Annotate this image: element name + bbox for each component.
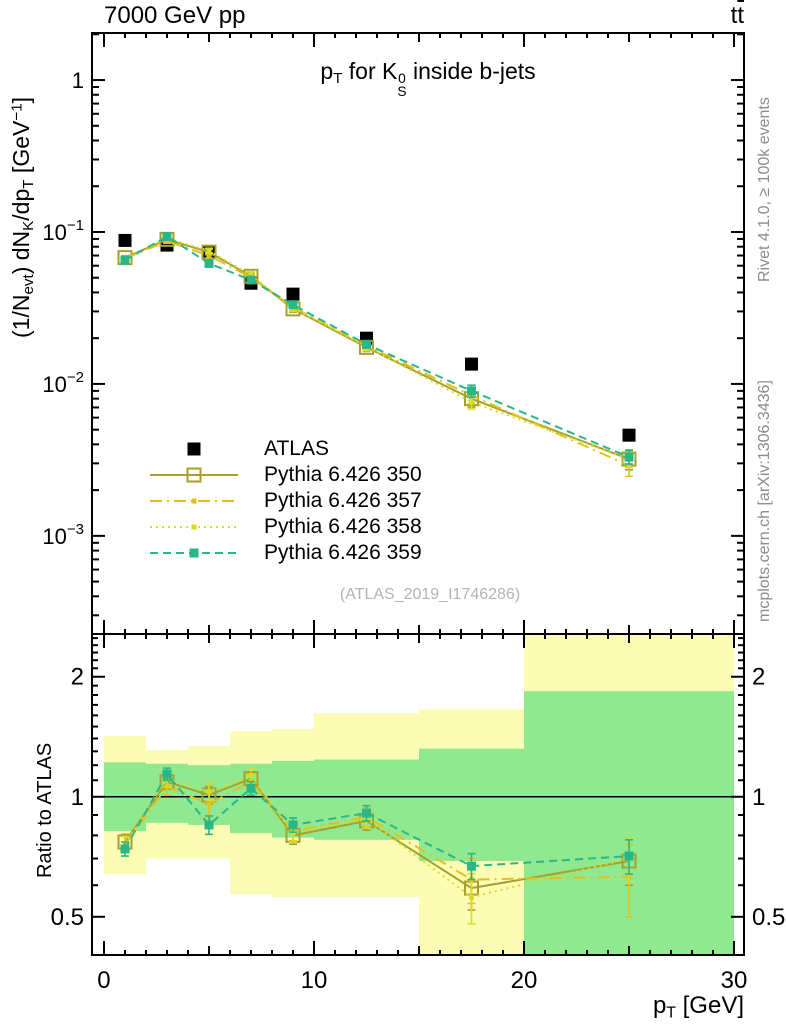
legend-item-pythia357: Pythia 6.426 357 [148, 488, 422, 514]
series-pythia359 [120, 231, 634, 881]
tick-label: 0.5 [752, 904, 785, 931]
tick-label: 1 [71, 784, 84, 811]
pythia357-marker [206, 801, 212, 807]
legend-label: ATLAS [264, 437, 329, 460]
tick-label: 10−3 [42, 521, 84, 549]
axis-ticks [92, 33, 744, 955]
legend-item-atlas: ATLAS [148, 436, 422, 462]
beam-energy-label: 7000 GeV pp [104, 2, 246, 29]
tick-label: 30 [721, 967, 748, 994]
pythia358-marker [206, 248, 212, 254]
pythia358-marker [248, 272, 254, 278]
tick-label: 20 [511, 967, 538, 994]
legend-item-pythia358: Pythia 6.426 358 [148, 514, 422, 540]
pythia359-marker [361, 339, 371, 349]
legend-label: Pythia 6.426 357 [264, 489, 422, 512]
pythia358-line-ratio [124, 774, 630, 899]
pythia358-marker [206, 789, 212, 795]
pythia357-legend-marker [150, 498, 238, 504]
pythia359-marker [466, 386, 476, 396]
pythia359-marker [120, 844, 130, 854]
pythia358-marker [468, 399, 474, 405]
rivet-version-label: Rivet 4.1.0, ≥ 100k events [756, 97, 773, 282]
pythia359-marker [466, 861, 476, 871]
pythia359-marker [624, 452, 634, 462]
pythia359-marker [120, 255, 130, 265]
atlas-marker [118, 233, 132, 247]
y-axis-label-ratio: Ratio to ATLAS [34, 742, 56, 878]
tick-label: 1 [752, 784, 765, 811]
tick-label: 10−2 [42, 369, 84, 397]
pythia358-legend-marker [150, 524, 238, 530]
series-atlas [118, 233, 636, 442]
pythia359-marker [624, 851, 634, 861]
atlas-marker [286, 287, 300, 301]
pythia359-marker [288, 300, 298, 310]
pythia359-marker [288, 820, 298, 830]
pythia357-marker [164, 238, 170, 244]
pythia357-marker [206, 252, 212, 258]
tick-label: 10−1 [42, 217, 84, 245]
atlas-legend-marker [187, 442, 201, 456]
pythia358-marker [468, 894, 474, 900]
legend-label: Pythia 6.426 359 [264, 541, 422, 564]
process-label: tt [730, 2, 744, 29]
tick-label: 0 [97, 967, 110, 994]
pythia359-line-main [124, 235, 630, 459]
y-axis-label-main: (1/Nevt) dNK/dpT [GeV−1] [8, 96, 38, 338]
legend-label: Pythia 6.426 350 [264, 463, 422, 486]
pythia357-line-main [124, 240, 630, 467]
atlas-marker [464, 357, 478, 371]
tick-labels: 0 10 20 30 1 10−1 10−2 10−3 0.5 0.5 1 1 2 2 [42, 68, 785, 994]
pythia359-marker [361, 808, 371, 818]
tick-label: 1 [72, 68, 84, 93]
pythia359-line-ratio [124, 772, 630, 868]
legend-item-pythia359: Pythia 6.426 359 [148, 540, 422, 566]
pythia350-legend-marker [150, 467, 238, 483]
pythia359-marker [246, 275, 256, 285]
ratio-uncertainty-bands [103, 634, 735, 955]
pythia359-marker [204, 258, 214, 268]
pythia359-marker [246, 783, 256, 793]
tick-label: 2 [752, 664, 765, 691]
legend: ATLAS Pythia 6.426 350 Pythia 6.426 357 Pyt… [148, 436, 422, 566]
tick-label: 2 [71, 664, 84, 691]
legend-item-pythia350: Pythia 6.426 350 [148, 462, 422, 488]
mcplots-credit-label: mcplots.cern.ch [arXiv:1306.3436] [756, 380, 773, 622]
tick-label: 0.5 [51, 904, 84, 931]
legend-label: Pythia 6.426 358 [264, 515, 422, 538]
green-band [418, 748, 524, 862]
pythia359-marker [162, 231, 172, 241]
pythia359-marker [162, 769, 172, 779]
pythia359-legend-marker [150, 548, 238, 558]
analysis-id-watermark: (ATLAS_2019_I1746286) [339, 586, 521, 603]
pythia358-marker [290, 830, 296, 836]
x-axis-label: pT [GeV] [652, 992, 744, 1022]
atlas-marker [622, 428, 636, 442]
pythia359-marker [204, 820, 214, 830]
pythia358-marker [248, 773, 254, 779]
tick-label: 10 [301, 967, 328, 994]
